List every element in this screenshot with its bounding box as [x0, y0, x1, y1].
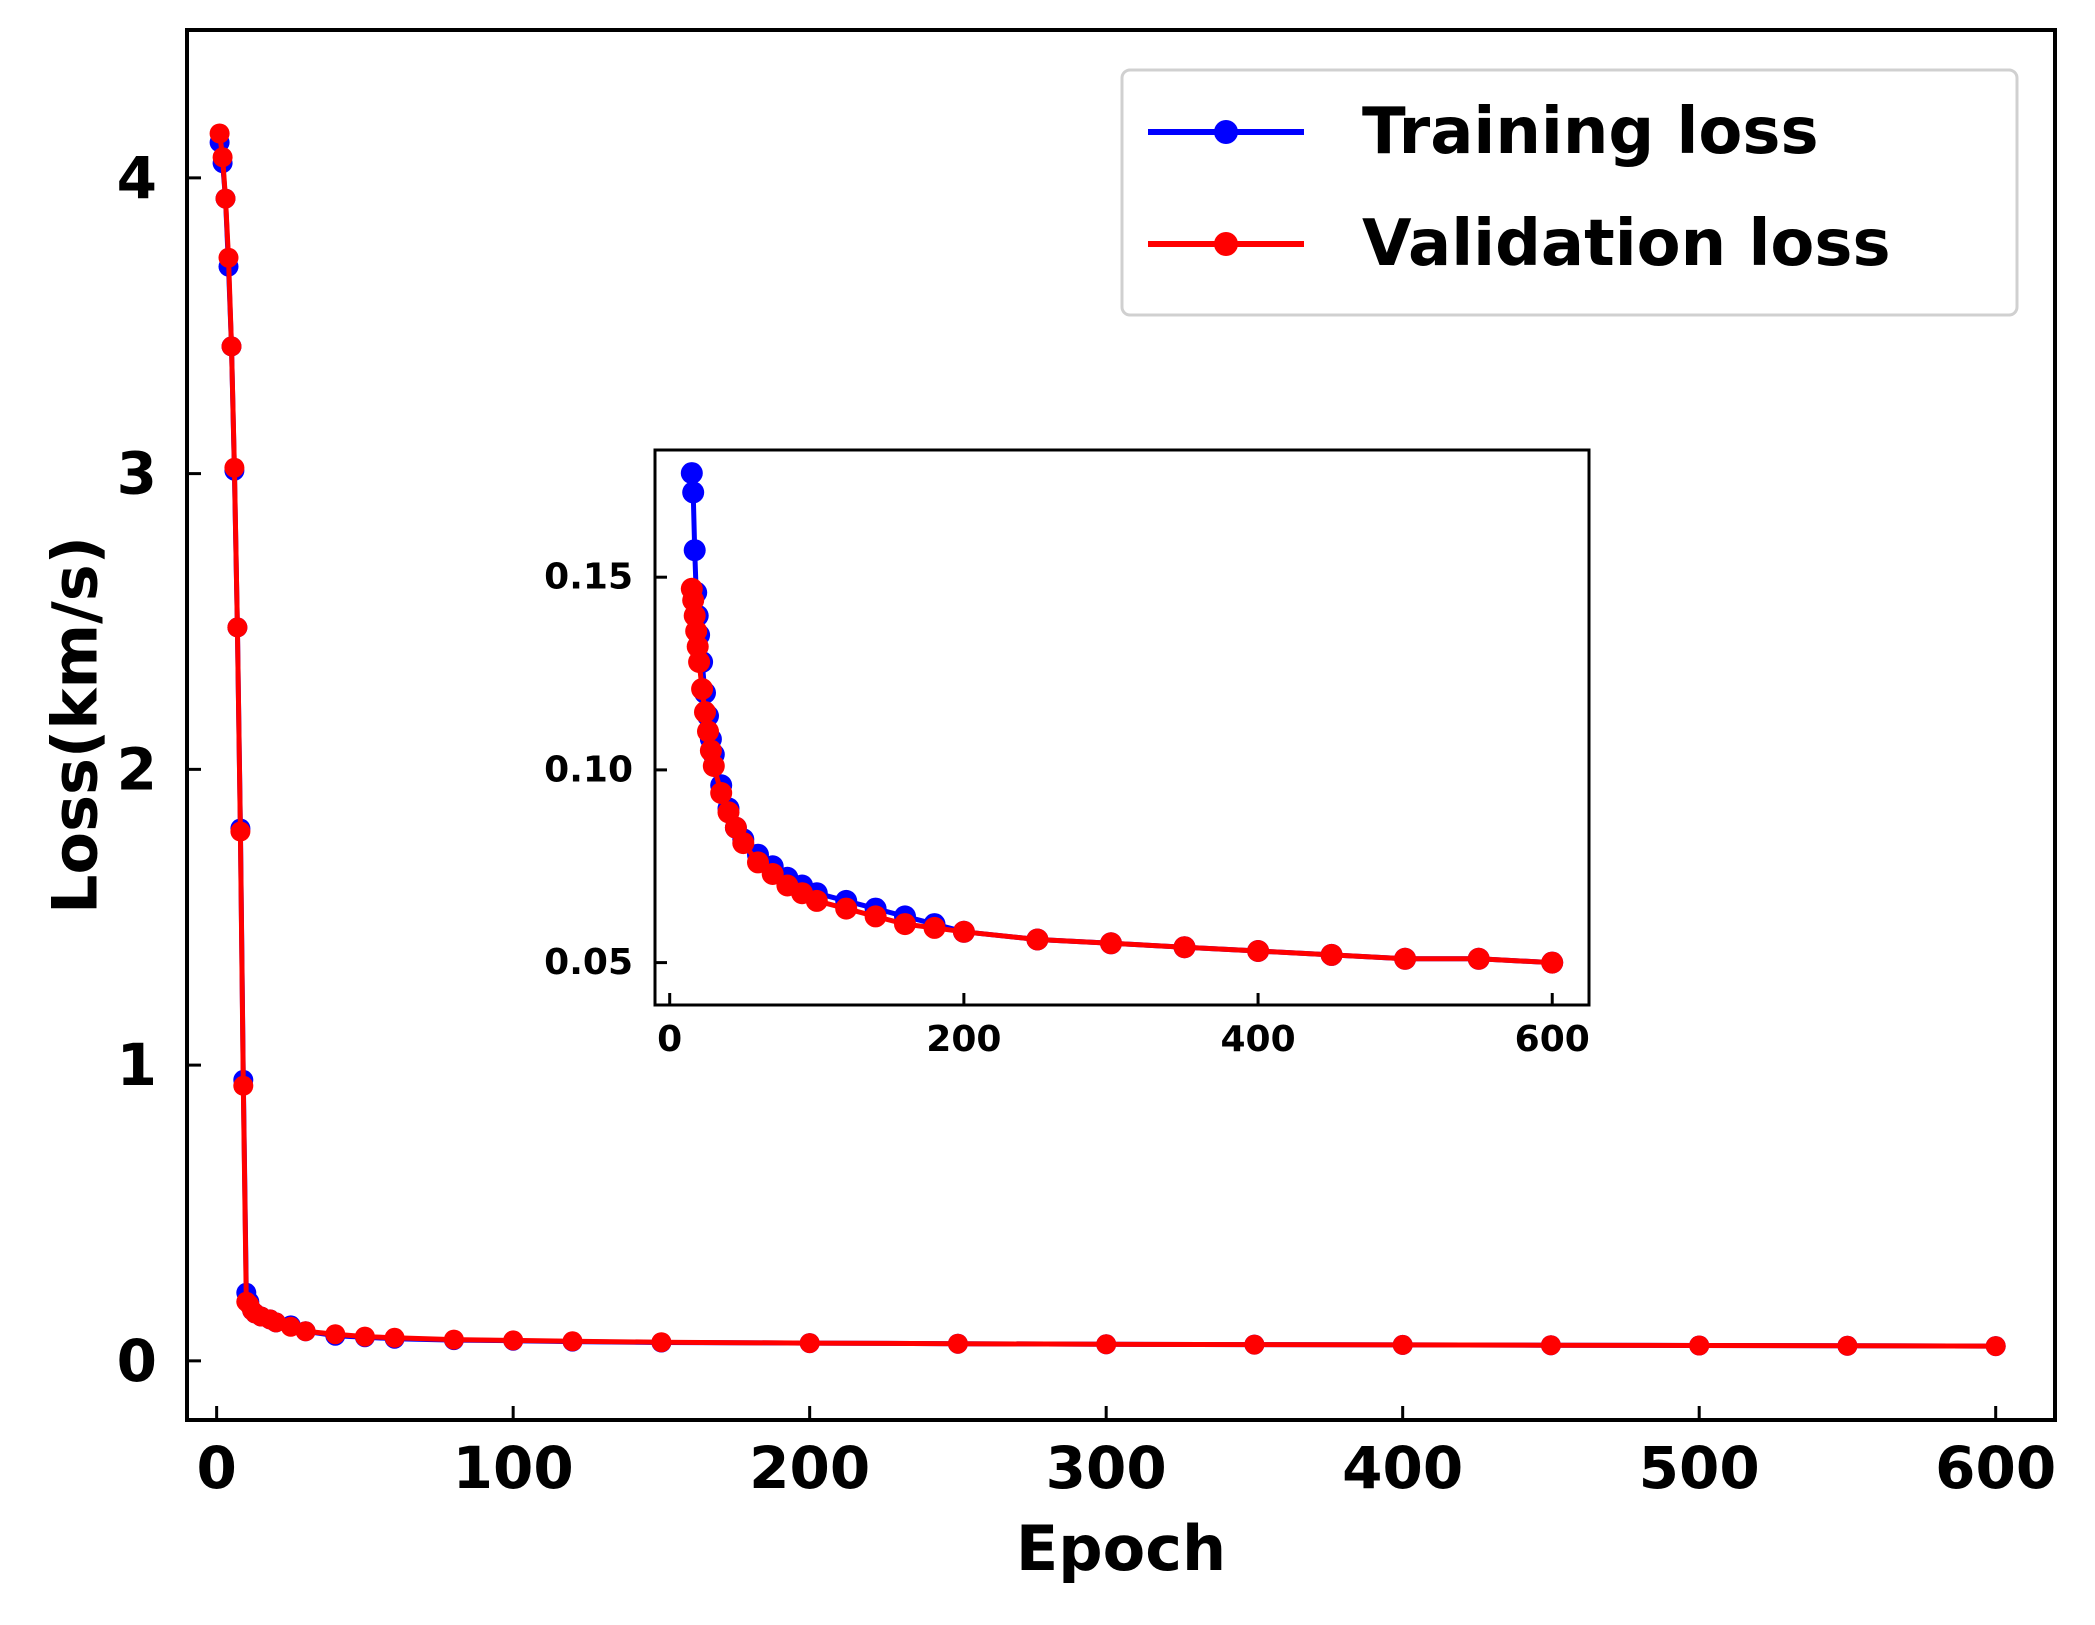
inset-y-tick-label: 0.15	[544, 557, 633, 598]
main-y-axis-label: Loss(km/s)	[39, 536, 112, 914]
main-point-validation	[233, 1075, 254, 1096]
main-x-tick-label: 300	[1046, 1434, 1167, 1502]
main-point-validation	[799, 1333, 820, 1354]
main-y-tick-label: 3	[117, 440, 157, 508]
inset-point-validation	[1100, 932, 1122, 955]
inset-frame	[653, 448, 1591, 1007]
legend-marker-swatch	[1214, 232, 1238, 256]
inset-point-validation	[702, 755, 725, 777]
inset-series-validation	[680, 577, 1564, 974]
inset-point-validation	[694, 701, 716, 724]
inset-point-validation	[923, 916, 946, 939]
main-y-tick-label: 1	[117, 1031, 157, 1099]
main-point-validation	[230, 821, 251, 842]
inset-y-tick-label: 0.05	[544, 942, 633, 983]
main-point-validation	[1689, 1335, 1710, 1356]
inset-point-validation	[747, 851, 769, 874]
main-x-tick-label: 0	[196, 1434, 236, 1502]
main-point-validation	[384, 1327, 405, 1348]
main-frame	[185, 28, 2057, 1422]
legend: Training loss Validation loss	[1120, 68, 2019, 317]
inset-x-tick-label: 400	[1220, 1019, 1295, 1060]
main-point-validation	[1244, 1334, 1265, 1355]
main-point-validation	[224, 457, 245, 478]
inset-point-validation	[1247, 940, 1270, 962]
main-point-validation	[325, 1324, 346, 1345]
main-point-validation	[651, 1332, 672, 1353]
legend-entry-training: Training loss	[1148, 95, 1819, 169]
main-point-validation	[354, 1326, 375, 1347]
inset-point-validation	[688, 651, 711, 673]
inset-point-validation	[710, 782, 733, 804]
inset-point-validation	[864, 905, 887, 928]
main-point-validation	[443, 1329, 464, 1350]
inset-point-validation	[1026, 928, 1049, 951]
inset-point-validation	[1173, 936, 1196, 959]
main-y-tick-label: 4	[117, 144, 157, 212]
main-series-validation	[209, 123, 2006, 1357]
main-point-validation	[295, 1321, 316, 1342]
inset-x-tick-label: 600	[1515, 1019, 1590, 1060]
main-x-tick-label: 600	[1935, 1434, 2056, 1502]
inset-point-validation	[894, 913, 916, 936]
main-x-tick-label: 200	[749, 1434, 870, 1502]
main-x-tick-label: 500	[1639, 1434, 1760, 1502]
main-point-validation	[209, 123, 230, 144]
legend-label: Training loss	[1362, 95, 1819, 169]
inset-point-training	[680, 462, 703, 485]
inset-point-validation	[1467, 947, 1490, 970]
legend-entry-validation: Validation loss	[1148, 207, 1891, 281]
main-point-validation	[221, 336, 242, 357]
main-x-axis-label: Epoch	[1016, 1512, 1226, 1585]
main-y-tick-label: 2	[117, 735, 157, 803]
inset-background	[655, 450, 1589, 1005]
main-point-validation	[1540, 1335, 1561, 1356]
inset-point-training	[683, 539, 706, 562]
inset-x-tick-label: 0	[657, 1019, 682, 1060]
main-point-validation	[503, 1330, 524, 1351]
inset-point-validation	[1320, 943, 1343, 966]
main-y-tick-label: 0	[117, 1327, 157, 1395]
main-point-validation	[1837, 1335, 1858, 1356]
inset-point-validation	[1394, 947, 1417, 970]
main-point-validation	[1392, 1334, 1413, 1355]
inset-point-validation	[1541, 951, 1564, 974]
main-point-validation	[947, 1333, 968, 1354]
main-x-tick-label: 100	[453, 1434, 574, 1502]
inset-point-validation	[835, 897, 858, 920]
main-point-validation	[215, 188, 236, 209]
inset-point-validation	[691, 678, 714, 700]
inset-plot: 0 200 400 600 0.05 0.10 0.15	[544, 448, 1591, 1060]
inset-x-tick-label: 200	[926, 1019, 1001, 1060]
legend-box	[1120, 68, 2019, 317]
legend-marker-swatch	[1214, 120, 1238, 144]
main-point-validation	[212, 147, 233, 168]
inset-point-validation	[697, 720, 719, 743]
main-point-validation	[1985, 1336, 2006, 1357]
main-plot: 0 100 200 300 400 500 600 0 1 2 3 4 Epoch Loss(km/s)	[39, 28, 2057, 1585]
inset-point-validation	[805, 889, 828, 912]
main-point-validation	[227, 617, 248, 638]
main-x-tick-label: 400	[1342, 1434, 1463, 1502]
main-point-validation	[562, 1331, 583, 1352]
inset-point-training	[682, 481, 705, 504]
inset-point-validation	[952, 920, 975, 943]
main-point-validation	[218, 247, 239, 268]
main-point-validation	[1096, 1334, 1117, 1355]
inset-point-validation	[732, 832, 755, 855]
inset-y-tick-label: 0.10	[544, 749, 633, 790]
legend-label: Validation loss	[1362, 207, 1891, 281]
